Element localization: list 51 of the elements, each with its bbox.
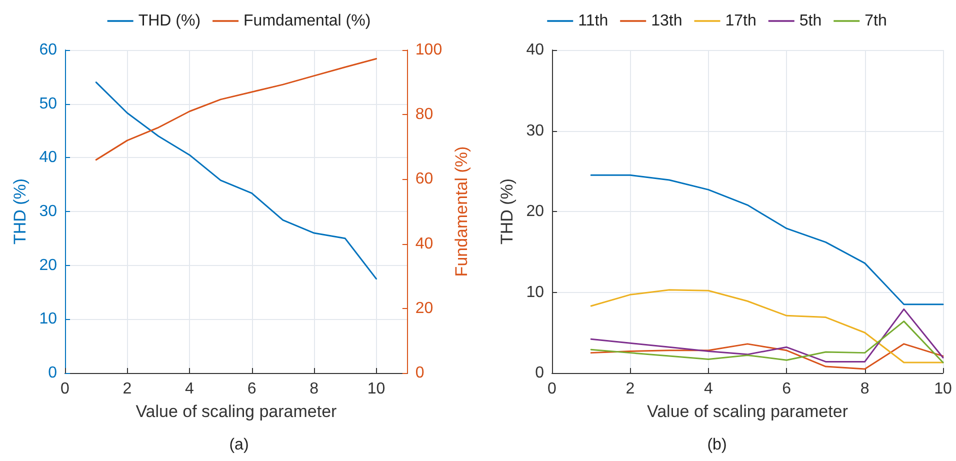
y2-tick-label: 0 xyxy=(415,364,424,382)
y-tick-label: 40 xyxy=(39,149,58,166)
y-tick-label: 60 xyxy=(39,42,58,58)
x-tick-label: 4 xyxy=(704,380,713,398)
line-series xyxy=(95,82,378,280)
line-series xyxy=(95,58,378,161)
y-tick-label: 0 xyxy=(535,364,544,382)
y2-axis-title: Fundamental (%) xyxy=(452,146,471,277)
x-tick-label: 6 xyxy=(782,380,792,398)
y-tick-label: 0 xyxy=(48,364,58,382)
y-tick-label: 20 xyxy=(39,256,58,274)
x-axis-title: Value of scaling parameter xyxy=(136,402,338,421)
y2-tick-label: 100 xyxy=(415,42,442,58)
y-tick-label: 10 xyxy=(39,310,58,328)
text: (b) xyxy=(707,436,727,454)
y-tick-label: 40 xyxy=(526,42,544,58)
line-series xyxy=(590,174,944,306)
x-tick-label: 2 xyxy=(626,380,635,398)
legend-label: 17th xyxy=(725,12,756,30)
y-tick-label: 30 xyxy=(526,122,544,140)
x-tick-label: 10 xyxy=(367,380,386,398)
y-tick-label: 20 xyxy=(526,203,544,220)
legend-label: THD (%) xyxy=(138,12,201,30)
line-series xyxy=(590,289,944,364)
x-tick-label: 10 xyxy=(934,380,952,398)
x-tick-label: 0 xyxy=(60,380,70,398)
y2-tick-label: 40 xyxy=(415,235,434,252)
x-tick-label: 4 xyxy=(185,380,194,398)
text: (a) xyxy=(229,436,249,454)
x-axis-title: Value of scaling parameter xyxy=(647,402,848,421)
y2-tick-label: 80 xyxy=(415,106,434,124)
y2-tick-label: 20 xyxy=(415,300,434,317)
y-axis-title: THD (%) xyxy=(497,178,516,245)
legend-label: 7th xyxy=(864,12,887,30)
legend-label: 5th xyxy=(799,12,822,30)
line-series xyxy=(590,343,944,370)
x-tick-label: 8 xyxy=(860,380,870,398)
x-tick-label: 0 xyxy=(548,380,557,398)
y-axis-title: THD (%) xyxy=(10,178,30,245)
line-series xyxy=(590,308,944,362)
legend-label: 11th xyxy=(578,12,608,30)
y2-tick-label: 60 xyxy=(415,170,434,188)
x-tick-label: 6 xyxy=(247,380,256,398)
line-series xyxy=(590,320,944,364)
legend-label: 13th xyxy=(651,12,682,30)
x-tick-label: 8 xyxy=(310,380,319,398)
y-tick-label: 30 xyxy=(39,203,58,220)
y-tick-label: 10 xyxy=(526,284,544,301)
y-tick-label: 50 xyxy=(39,95,58,112)
x-tick-label: 2 xyxy=(122,380,132,398)
legend-label: Fumdamental (%) xyxy=(244,12,371,30)
